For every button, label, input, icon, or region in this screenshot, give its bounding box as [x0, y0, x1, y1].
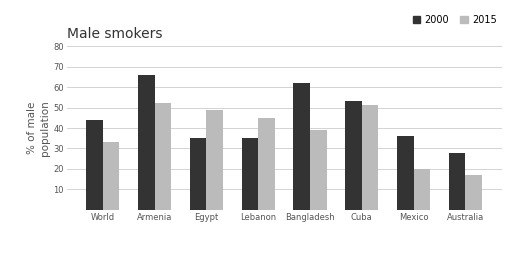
Bar — [310, 130, 327, 210]
Bar — [242, 138, 258, 210]
Text: Male smokers: Male smokers — [67, 27, 162, 41]
Bar — [190, 138, 206, 210]
Y-axis label: % of male
population: % of male population — [27, 100, 50, 156]
Bar — [362, 105, 378, 210]
Bar — [155, 103, 172, 210]
Bar — [414, 169, 430, 210]
Bar — [87, 120, 103, 210]
Legend: 2000, 2015: 2000, 2015 — [413, 15, 497, 25]
Bar — [103, 142, 119, 210]
Bar — [465, 175, 482, 210]
Bar — [293, 83, 310, 210]
Bar — [397, 136, 414, 210]
Bar — [206, 110, 223, 210]
Bar — [345, 101, 362, 210]
Bar — [449, 153, 465, 210]
Bar — [138, 75, 155, 210]
Bar — [258, 118, 275, 210]
